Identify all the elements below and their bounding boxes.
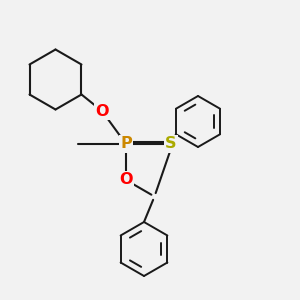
Text: S: S (165, 136, 177, 152)
Text: O: O (119, 172, 133, 188)
Text: P: P (120, 136, 132, 152)
Text: O: O (95, 103, 109, 118)
